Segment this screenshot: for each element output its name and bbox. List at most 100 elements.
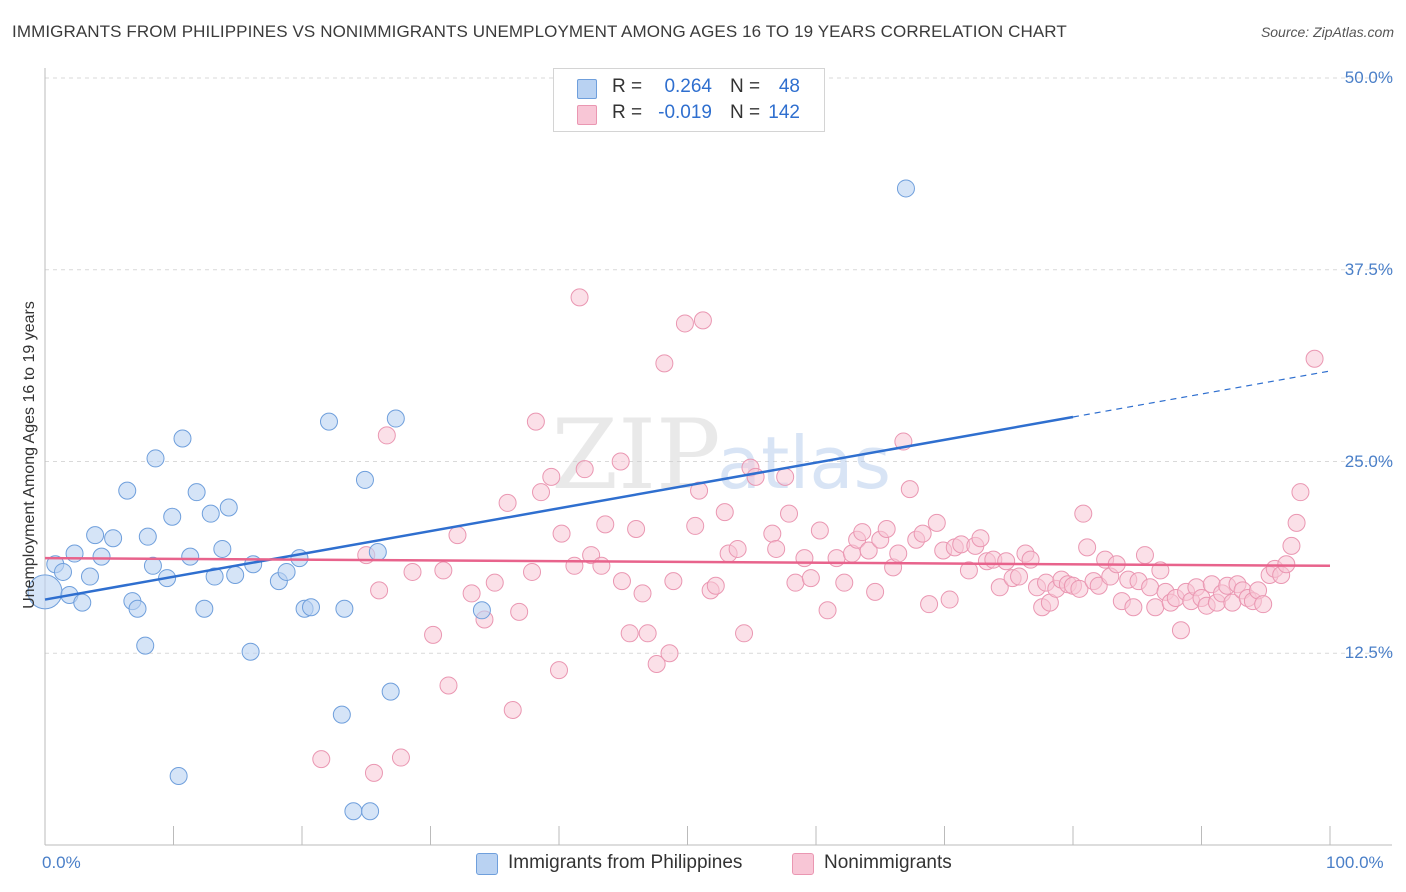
nonimmigrants-point	[1010, 567, 1029, 586]
nonimmigrants-point	[900, 480, 919, 499]
nonimmigrants-point	[448, 526, 467, 545]
nonimmigrants-point	[439, 676, 458, 695]
nonimmigrants-point	[424, 625, 443, 644]
philippines-point	[169, 766, 188, 785]
philippines-point	[86, 526, 105, 545]
philippines-point	[344, 802, 363, 821]
philippines-point	[73, 593, 92, 612]
nonimmigrants-point	[570, 288, 589, 307]
nonimmigrants-point	[596, 515, 615, 534]
philippines-point	[80, 567, 99, 586]
axes	[44, 68, 1392, 846]
nonimmigrants-point	[592, 556, 611, 575]
nonimmigrants-point	[403, 562, 422, 581]
nonimmigrants-point	[1171, 621, 1190, 640]
y-axis-label: Unemployment Among Ages 16 to 19 years	[21, 301, 38, 609]
philippines-point	[138, 527, 157, 546]
philippines-point	[381, 682, 400, 701]
philippines-point	[335, 599, 354, 618]
n-value: 142	[768, 102, 800, 123]
philippines-point	[386, 409, 405, 428]
philippines-point	[277, 562, 296, 581]
y-tick-label: 50.0%	[1344, 68, 1393, 87]
nonimmigrants-point	[859, 541, 878, 560]
n-value: 48	[778, 76, 800, 97]
source-credit: Source: ZipAtlas.com	[1260, 24, 1394, 40]
nonimmigrants-point	[990, 578, 1009, 597]
legend-label: Immigrants from Philippines	[508, 852, 743, 873]
r-value: -0.019	[658, 102, 712, 123]
nonimmigrants-point	[462, 584, 481, 603]
nonimmigrants-point	[776, 467, 795, 486]
nonimmigrants-point	[391, 748, 410, 767]
nonimmigrants-point	[927, 513, 946, 532]
nonimmigrants-point	[620, 624, 639, 643]
nonimmigrants-point	[693, 311, 712, 330]
chart-title: IMMIGRANTS FROM PHILIPPINES VS NONIMMIGR…	[12, 22, 1067, 41]
nonimmigrants-point	[728, 539, 747, 558]
nonimmigrants-swatch	[577, 105, 597, 125]
nonimmigrants-point	[660, 644, 679, 663]
nonimmigrants-point	[780, 504, 799, 523]
philippines-point	[143, 556, 162, 575]
nonimmigrants-point	[1291, 483, 1310, 502]
nonimmigrants-point	[715, 503, 734, 522]
philippines-point	[355, 470, 374, 489]
philippines-point	[226, 566, 245, 585]
nonimmigrants-point	[810, 521, 829, 540]
nonimmigrants-point	[818, 601, 837, 620]
nonimmigrants-point	[575, 460, 594, 479]
y-tick-label: 37.5%	[1344, 259, 1393, 279]
nonimmigrants-point	[746, 467, 765, 486]
philippines-point	[163, 507, 182, 526]
nonimmigrants-point	[611, 452, 630, 471]
nonimmigrants-point	[1146, 598, 1165, 617]
nonimmigrants-point	[1305, 349, 1324, 368]
nonimmigrants-point	[532, 483, 551, 502]
nonimmigrants-point	[485, 573, 504, 592]
n-label: N =	[730, 76, 761, 97]
nonimmigrants-point	[801, 569, 820, 588]
trendlines	[44, 370, 1331, 601]
n-label: N =	[730, 102, 761, 123]
nonimmigrants-point	[706, 576, 725, 595]
correlation-stats-box: R = 0.264 N = 48 R = -0.019 N = 142	[553, 68, 825, 132]
philippines-point	[472, 601, 491, 620]
nonimmigrants-point	[664, 572, 683, 591]
y-tick-label: 25.0%	[1344, 451, 1393, 471]
nonimmigrants-point	[1151, 561, 1170, 580]
nonimmigrants-point	[1141, 578, 1160, 597]
nonimmigrants-point	[370, 581, 389, 600]
nonimmigrants-point	[889, 544, 908, 563]
philippines-point	[896, 179, 915, 198]
nonimmigrants-point	[786, 573, 805, 592]
nonimmigrants-point	[633, 584, 652, 603]
nonimmigrants-point	[795, 549, 814, 568]
nonimmigrants-point	[971, 529, 990, 548]
philippines-point	[128, 599, 147, 618]
nonimmigrants-point	[526, 412, 545, 431]
nonimmigrants-point	[1021, 550, 1040, 569]
philippines-point	[187, 483, 206, 502]
nonimmigrants-point	[552, 524, 571, 543]
r-label: R =	[612, 102, 643, 123]
nonimmigrants-point	[627, 519, 646, 538]
watermark: ZIP atlas	[551, 399, 891, 511]
philippines-point	[319, 412, 338, 431]
nonimmigrants-point	[1287, 513, 1306, 532]
nonimmigrants-point	[510, 602, 529, 621]
nonimmigrants-point	[735, 624, 754, 643]
philippines-point	[201, 504, 220, 523]
nonimmigrants-point	[542, 467, 561, 486]
nonimmigrants-point	[612, 572, 631, 591]
nonimmigrants-point	[1254, 595, 1273, 614]
philippines-point	[241, 642, 260, 661]
nonimmigrants-point	[686, 516, 705, 535]
nonimmigrants-point	[920, 595, 939, 614]
nonimmigrants-point	[1078, 538, 1097, 557]
x-tick-label-max: 100.0%	[1326, 853, 1384, 872]
nonimmigrants-point	[565, 556, 584, 575]
nonimmigrants-point	[1124, 598, 1143, 617]
legend-label: Nonimmigrants	[824, 852, 952, 873]
